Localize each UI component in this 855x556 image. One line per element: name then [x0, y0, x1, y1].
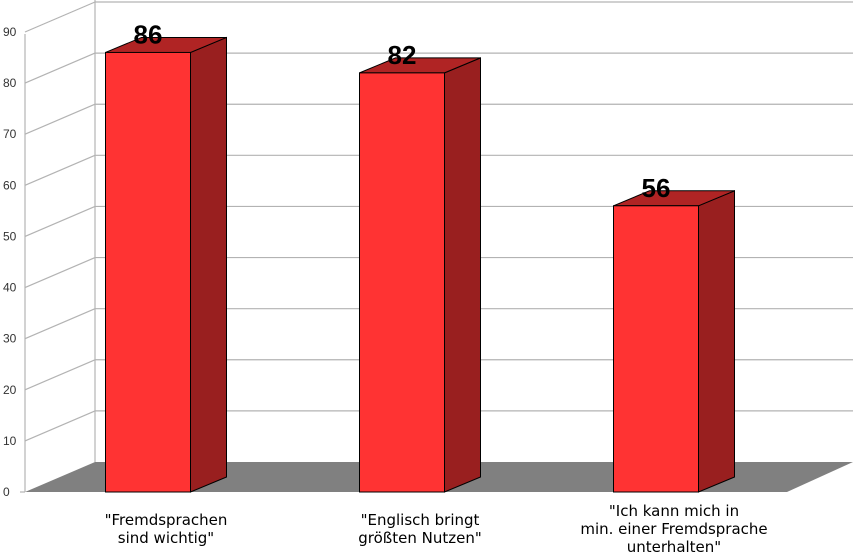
category-label: "Englisch bringt größten Nutzen"	[358, 511, 482, 547]
bar-side	[444, 57, 481, 493]
y-tick-label: 60	[3, 178, 17, 192]
wall-gridline	[24, 205, 96, 237]
y-tick-label: 80	[3, 76, 17, 90]
value-labels: 86 82 56	[134, 19, 671, 202]
category-label: "Ich kann mich in min. einer Fremdsprach…	[580, 502, 768, 556]
wall-gridline	[24, 257, 96, 289]
y-tick-label: 70	[3, 127, 17, 141]
data-label: 82	[388, 40, 417, 70]
bar-front	[105, 51, 191, 493]
bar	[613, 190, 735, 493]
y-tick-label: 50	[3, 229, 17, 243]
wall-gridline	[24, 154, 96, 186]
wall-gridline	[24, 359, 96, 391]
y-tick-label: 0	[3, 485, 10, 499]
bar	[359, 57, 481, 493]
y-tick-label: 40	[3, 281, 17, 295]
category-label: "Fremdsprachen sind wichtig"	[104, 511, 228, 547]
bars	[105, 36, 735, 493]
wall-gridline	[24, 103, 96, 135]
wall-gridline	[24, 1, 96, 33]
y-tick-label: 20	[3, 383, 17, 397]
wall-gridline	[24, 410, 96, 442]
bar-front	[359, 72, 445, 493]
data-label: 56	[642, 173, 671, 203]
y-tick-label: 90	[3, 25, 17, 39]
bar-side	[698, 190, 735, 493]
bar-front	[613, 205, 699, 493]
y-axis: 0 10 20 30 40 50 60 70 80 90	[3, 25, 26, 499]
data-label: 86	[134, 19, 163, 49]
y-tick-label: 30	[3, 332, 17, 346]
y-tick-label: 10	[3, 434, 17, 448]
bar-side	[190, 36, 227, 493]
wall-gridline	[24, 52, 96, 84]
bar	[105, 36, 227, 493]
wall-gridline	[24, 308, 96, 340]
